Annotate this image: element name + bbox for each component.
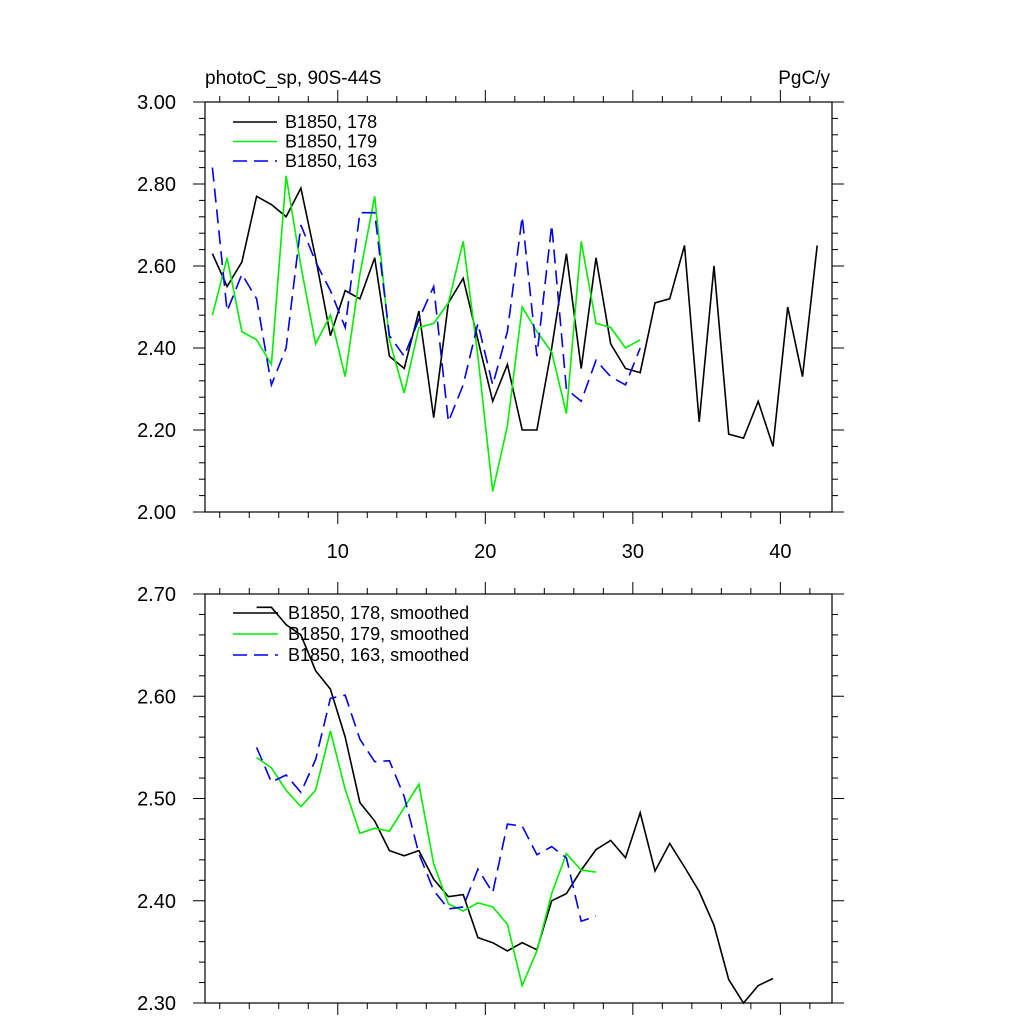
plot-frame <box>204 101 833 513</box>
x-tick-label: 40 <box>769 541 791 563</box>
y-tick-label: 2.60 <box>137 686 176 708</box>
y-tick-label: 2.70 <box>137 584 176 606</box>
x-tick-label: 30 <box>622 541 644 563</box>
y-tick-label: 2.50 <box>137 789 176 811</box>
x-tick-label: 10 <box>327 541 349 563</box>
legend-label-2: B1850, 163 <box>285 151 377 171</box>
bottom-panel: 2.30 2.40 2.50 2.60 2.70 B1850, 178, smoothed… <box>137 582 844 1015</box>
legend-label-1: B1850, 179 <box>285 132 377 152</box>
chart-title-left: photoC_sp, 90S-44S <box>205 68 381 89</box>
series-line-1 <box>211 175 641 492</box>
y-tick-label: 2.40 <box>137 891 176 913</box>
chart-units-label: PgC/y <box>778 68 830 89</box>
y-tick-label: 2.30 <box>137 993 176 1015</box>
y-tick-label: 2.60 <box>137 256 176 278</box>
series-line-0 <box>211 185 818 447</box>
legend-label-2: B1850, 163, smoothed <box>288 645 469 665</box>
y-tick-label: 2.00 <box>137 502 176 524</box>
series-line-2 <box>211 167 641 423</box>
legend-label-0: B1850, 178 <box>285 112 377 132</box>
plot-frame <box>204 593 833 1004</box>
legend-label-0: B1850, 178, smoothed <box>288 603 469 623</box>
y-tick-label: 2.80 <box>137 174 176 196</box>
y-tick-label: 2.40 <box>137 338 176 360</box>
legend-label-1: B1850, 179, smoothed <box>288 624 469 644</box>
y-tick-label: 2.20 <box>137 420 176 442</box>
y-tick-label: 3.00 <box>137 92 176 114</box>
series-line-0 <box>256 606 774 1005</box>
x-tick-label: 20 <box>474 541 496 563</box>
series-line-1 <box>256 730 597 989</box>
series-line-2 <box>255 694 597 923</box>
top-panel: photoC_sp, 90S-44S PgC/y 2.00 2.20 2.40 2.60 2… <box>137 68 844 563</box>
